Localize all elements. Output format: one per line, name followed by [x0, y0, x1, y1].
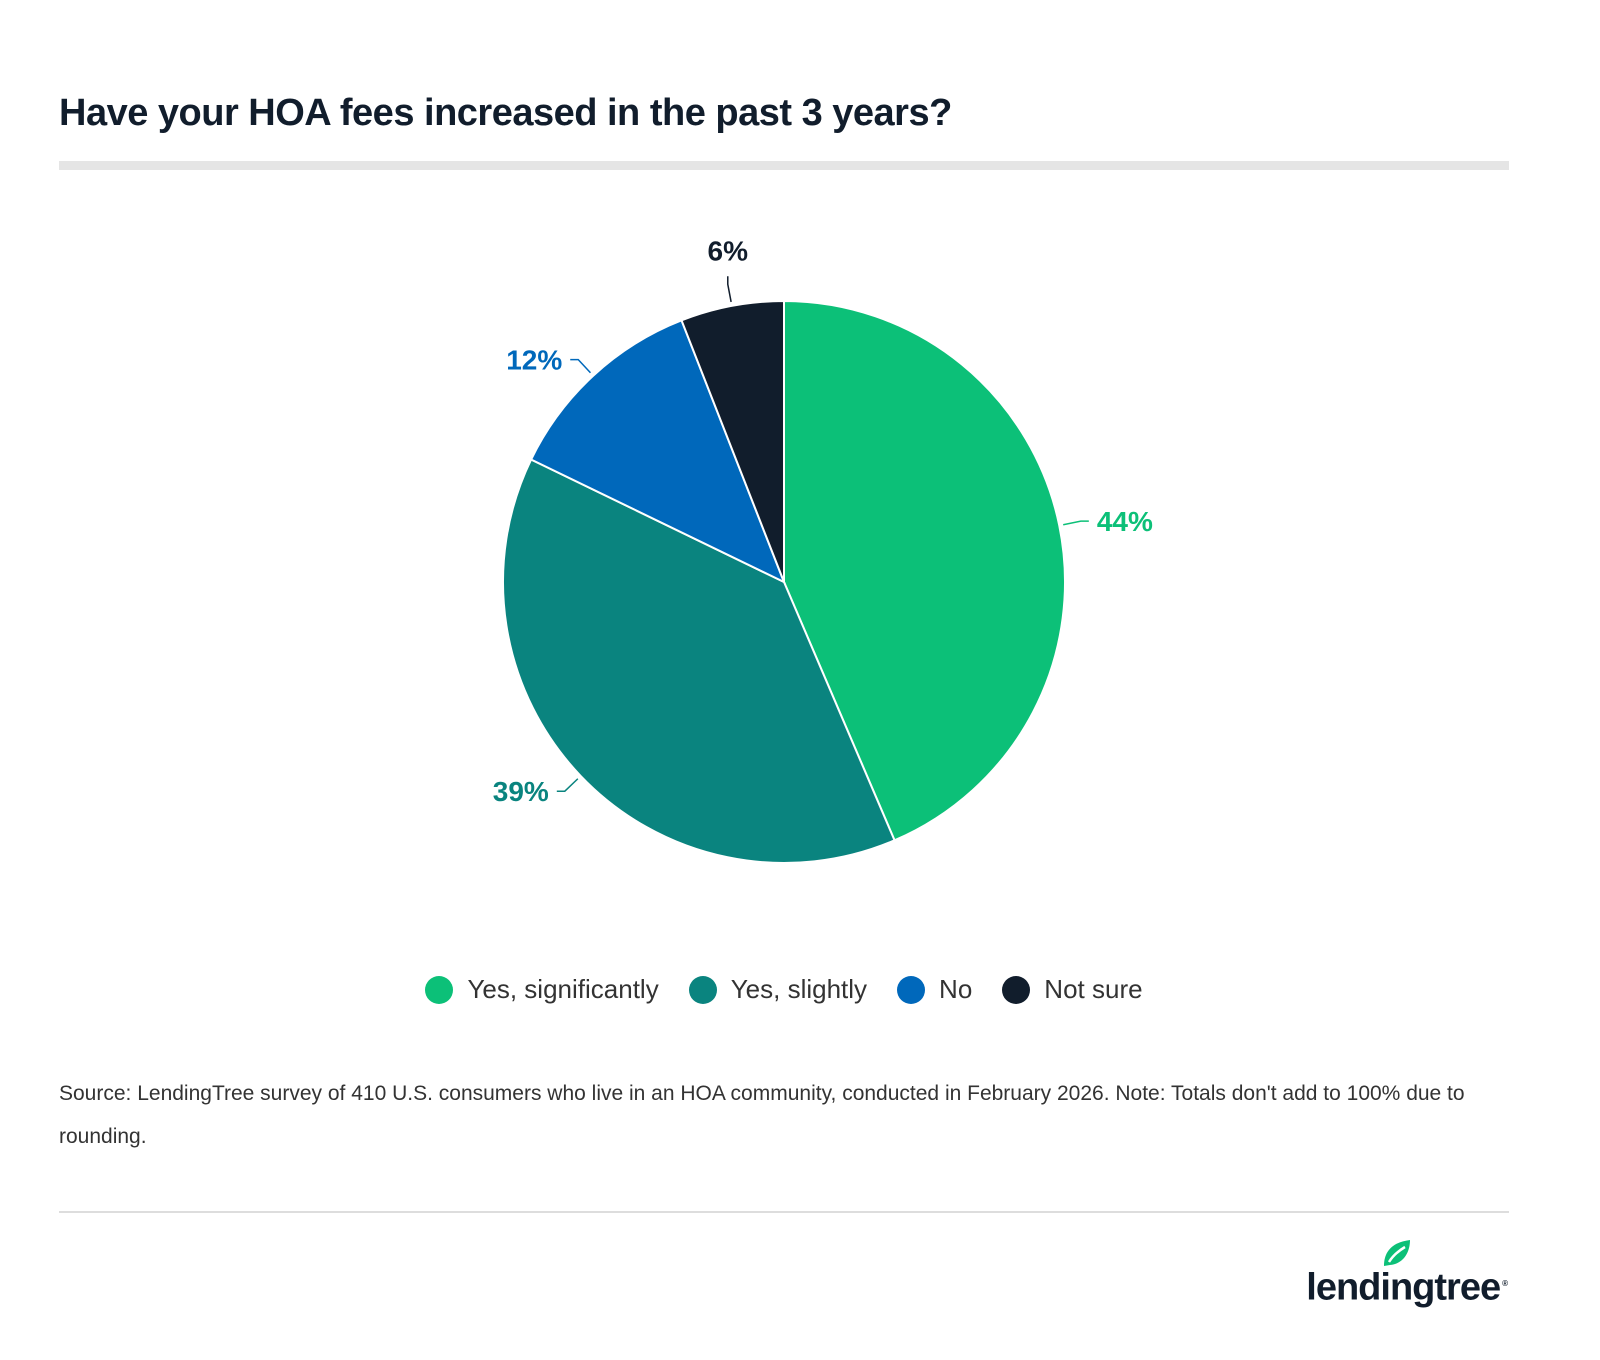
legend-label: Yes, slightly: [730, 974, 868, 1004]
legend: Yes, significantly Yes, slightly No Not …: [0, 974, 1568, 1005]
legend-item-no: No: [897, 974, 972, 1005]
logo-wordmark: lendingtree: [1306, 1262, 1508, 1310]
legend-item-yes-slightly: Yes, slightly: [688, 974, 868, 1005]
legend-swatch: [897, 975, 926, 1004]
title-divider: [59, 161, 1509, 170]
footer-divider: [59, 1211, 1509, 1213]
legend-swatch: [688, 975, 717, 1004]
data-label: 44%: [1097, 506, 1153, 537]
pie-slice: [502, 458, 896, 864]
legend-item-not-sure: Not sure: [1002, 974, 1143, 1005]
legend-label: Yes, significantly: [467, 974, 659, 1004]
legend-swatch: [425, 975, 454, 1004]
lendingtree-logo: lendingtree: [1248, 1240, 1508, 1310]
leader-line: [727, 276, 732, 303]
pie-chart: 44% 39% 12% 6%: [493, 235, 1153, 864]
leader-line: [570, 358, 592, 374]
legend-item-yes-significantly: Yes, significantly: [425, 974, 659, 1005]
legend-label: No: [939, 974, 973, 1004]
chart-title: Have your HOA fees increased in the past…: [59, 92, 952, 134]
leader-line: [556, 778, 579, 792]
source-note: Source: LendingTree survey of 410 U.S. c…: [59, 1082, 1465, 1148]
data-label: 12%: [506, 345, 562, 376]
legend-swatch: [1002, 975, 1031, 1004]
data-label: 39%: [493, 776, 549, 807]
leaf-icon: [1384, 1240, 1410, 1266]
pie-slice: [529, 319, 786, 585]
leader-line: [1063, 520, 1089, 526]
pie-slice: [783, 299, 1066, 842]
data-label: 6%: [708, 235, 749, 266]
pie-slice: [680, 299, 785, 583]
legend-label: Not sure: [1044, 974, 1143, 1004]
